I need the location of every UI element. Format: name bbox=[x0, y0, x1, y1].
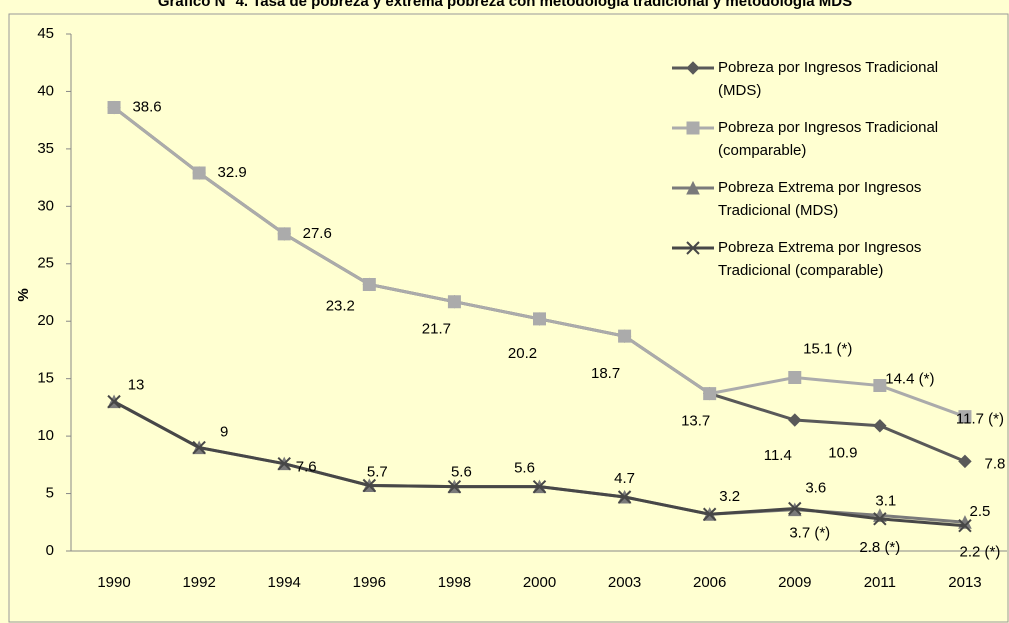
y-tick-label: 10 bbox=[37, 427, 54, 444]
legend: Pobreza por Ingresos Tradicional (MDS) Po… bbox=[672, 56, 972, 296]
marker bbox=[686, 180, 700, 195]
y-axis-label: % bbox=[15, 288, 32, 301]
y-tick-label: 20 bbox=[37, 312, 54, 329]
x-tick-label: 2011 bbox=[864, 574, 896, 591]
marker bbox=[788, 501, 802, 516]
marker bbox=[958, 519, 972, 533]
data-label: 11.4 bbox=[764, 447, 792, 464]
data-label: 3.2 bbox=[719, 488, 740, 505]
x-tick-label: 2009 bbox=[778, 574, 811, 591]
marker bbox=[686, 121, 700, 135]
data-label: 21.7 bbox=[422, 321, 451, 338]
marker bbox=[362, 277, 376, 291]
legend-label: Pobreza por Ingresos Tradicional (MDS) bbox=[718, 59, 939, 99]
marker bbox=[703, 387, 717, 401]
marker bbox=[192, 440, 206, 455]
data-label: 3.7 (*) bbox=[789, 524, 830, 541]
y-tick-label: 5 bbox=[46, 485, 54, 502]
marker bbox=[277, 227, 291, 241]
marker bbox=[702, 507, 717, 521]
x-tick-label: 2006 bbox=[693, 574, 726, 591]
legend-entry: Pobreza Extrema por Ingresos Tradicional… bbox=[672, 236, 972, 282]
y-tick-label: 40 bbox=[37, 82, 54, 99]
data-label: 3.1 bbox=[875, 492, 896, 509]
series-line bbox=[113, 400, 966, 528]
legend-entry: Pobreza por Ingresos Tradicional (MDS) bbox=[672, 56, 972, 102]
marker bbox=[686, 61, 700, 75]
marker bbox=[618, 329, 632, 343]
x-tick-label: 2013 bbox=[948, 574, 981, 591]
chart-title: Gráfico N° 4. Tasa de pobreza y extrema … bbox=[158, 0, 852, 10]
marker bbox=[192, 166, 206, 180]
y-tick-label: 15 bbox=[37, 370, 54, 387]
marker bbox=[532, 479, 547, 494]
x-tick-label: 1990 bbox=[97, 574, 130, 591]
data-label: 2.5 bbox=[970, 503, 991, 520]
data-label: 5.7 bbox=[367, 463, 388, 480]
legend-label: Pobreza por Ingresos Tradicional (compar… bbox=[718, 119, 939, 159]
y-tick-label: 25 bbox=[37, 255, 54, 272]
data-label: 20.2 bbox=[508, 345, 537, 362]
marker bbox=[107, 101, 121, 115]
marker bbox=[788, 371, 802, 385]
marker bbox=[362, 478, 377, 493]
data-label: 23.2 bbox=[326, 297, 355, 314]
legend-entry: Pobreza por Ingresos Tradicional (compar… bbox=[672, 116, 972, 162]
data-label: 13.7 bbox=[681, 413, 710, 430]
marker bbox=[958, 454, 972, 469]
data-label: 32.9 bbox=[218, 164, 247, 181]
frame bbox=[8, 13, 1009, 623]
data-label: 2.2 (*) bbox=[960, 544, 1001, 561]
x-tick-label: 1994 bbox=[268, 574, 301, 591]
marker bbox=[873, 419, 887, 433]
data-label: 7.8 bbox=[985, 455, 1006, 472]
data-label: 9 bbox=[220, 424, 228, 441]
legend-label: Pobreza Extrema por Ingresos Tradicional… bbox=[718, 239, 922, 279]
x-tick-label: 1998 bbox=[438, 574, 471, 591]
data-label: 15.1 (*) bbox=[803, 340, 852, 357]
data-label: 4.7 bbox=[614, 470, 635, 487]
legend-label: Pobreza Extrema por Ingresos Tradicional… bbox=[718, 179, 922, 219]
legend-swatch bbox=[672, 121, 714, 135]
legend-swatch bbox=[672, 241, 714, 255]
marker bbox=[107, 394, 121, 409]
x-tick-label: 1992 bbox=[182, 574, 215, 591]
y-tick-label: 35 bbox=[37, 140, 54, 157]
marker bbox=[277, 456, 291, 471]
data-label: 3.6 bbox=[805, 480, 826, 497]
y-tick-label: 0 bbox=[46, 542, 54, 559]
data-label: 2.8 (*) bbox=[859, 539, 900, 556]
marker bbox=[686, 241, 700, 255]
data-label: 7.6 bbox=[296, 459, 317, 476]
y-tick-label: 30 bbox=[37, 197, 54, 214]
x-tick-label: 1996 bbox=[353, 574, 386, 591]
series-line bbox=[113, 400, 966, 524]
data-label: 18.7 bbox=[591, 365, 620, 382]
legend-swatch bbox=[672, 180, 714, 195]
marker bbox=[533, 312, 546, 326]
marker bbox=[447, 479, 462, 494]
data-label: 5.6 bbox=[451, 464, 472, 481]
data-label: 13 bbox=[128, 377, 145, 394]
x-tick-label: 2003 bbox=[608, 574, 641, 591]
data-label: 5.6 bbox=[514, 460, 535, 477]
marker bbox=[958, 410, 972, 424]
data-label: 14.4 (*) bbox=[885, 371, 934, 388]
data-label: 10.9 bbox=[828, 445, 857, 462]
legend-entry: Pobreza Extrema por Ingresos Tradicional… bbox=[672, 176, 972, 222]
data-label: 27.6 bbox=[303, 225, 332, 242]
data-label: 11.7 (*) bbox=[956, 411, 1004, 428]
marker bbox=[873, 379, 887, 393]
data-label: 38.6 bbox=[132, 98, 161, 115]
marker bbox=[447, 295, 461, 309]
x-tick-label: 2000 bbox=[523, 574, 556, 591]
marker bbox=[873, 512, 887, 526]
marker bbox=[788, 413, 802, 427]
legend-swatch bbox=[672, 61, 714, 75]
y-tick-label: 45 bbox=[37, 25, 54, 42]
marker bbox=[617, 490, 632, 504]
